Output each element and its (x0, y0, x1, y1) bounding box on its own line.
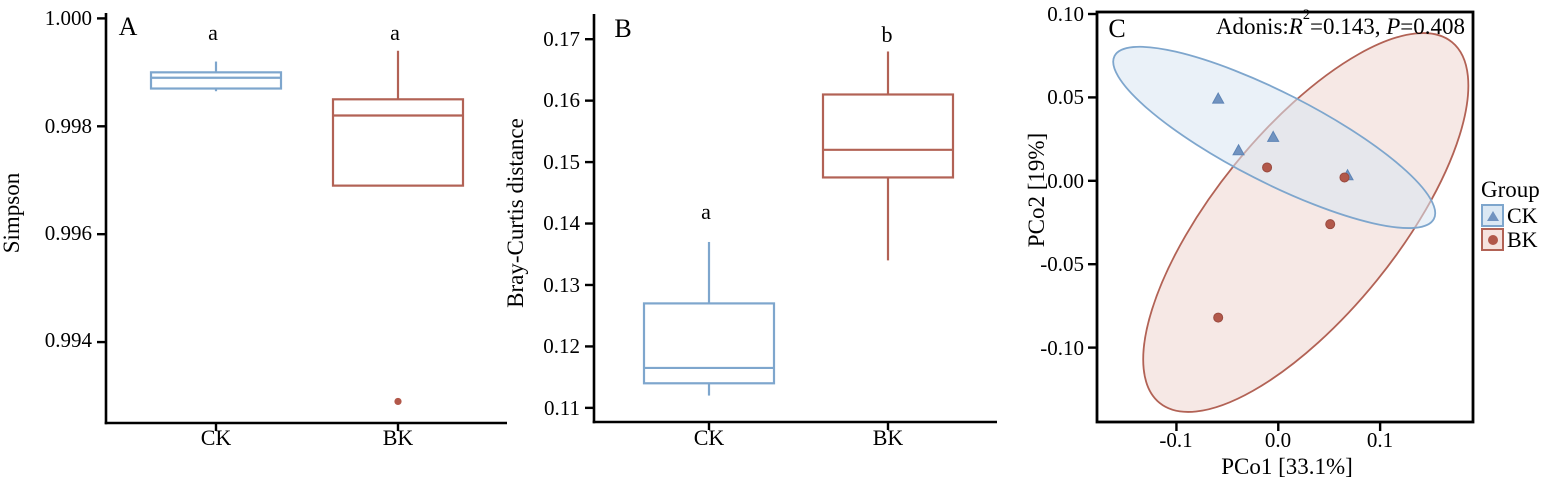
point-bk-0 (1262, 162, 1273, 173)
panel-b-letter: B (614, 14, 632, 43)
panel-c-ytick-label: 0.05 (1047, 85, 1084, 109)
legend-label-ck: CK (1507, 203, 1538, 228)
panel-c-xtick-label: -0.1 (1159, 428, 1193, 452)
adonis-r-symbol: R (1288, 14, 1303, 39)
point-ck-1 (1266, 130, 1280, 142)
panel-c-xtick-label: 0.1 (1366, 428, 1394, 452)
panel-a-bk-outlier-point (394, 397, 402, 406)
legend-title: Group (1481, 177, 1540, 202)
panel-b-ytick-label: 0.12 (543, 334, 580, 358)
panel-b-ytick-label: 0.15 (543, 150, 580, 174)
legend-label-bk: BK (1507, 227, 1538, 252)
legend: Group CK BK (1481, 177, 1540, 251)
panel-a-category-ck: CK (200, 425, 232, 450)
legend-entry-ck: CK (1481, 204, 1540, 227)
panel-b-ytick-label: 0.16 (543, 88, 580, 112)
panel-b-ck-box (642, 302, 776, 385)
adonis-r-exponent: 2 (1302, 6, 1310, 23)
panel-a-ytick-label: 0.996 (44, 221, 92, 245)
legend-key-ck (1481, 204, 1504, 227)
bk-circle-icon (1487, 234, 1498, 245)
panel-a-category-bk: BK (382, 425, 414, 450)
adonis-p-symbol: P (1386, 14, 1401, 39)
panel-c-border (1095, 10, 1475, 424)
panel-b-bk-box (821, 93, 955, 179)
panel-a-ck-box (149, 71, 283, 90)
panel-c-ytick-label: -0.05 (1040, 252, 1084, 276)
point-ck-0 (1211, 92, 1225, 104)
adonis-prefix: Adonis: (1215, 14, 1289, 39)
point-bk-2 (1325, 219, 1336, 230)
panel-b-category-ck: CK (693, 425, 725, 450)
point-ck-2 (1232, 143, 1245, 156)
adonis-annotation: Adonis:R2=0.143, P=0.408 (1215, 8, 1465, 41)
panel-b-ytick-label: 0.14 (543, 211, 580, 235)
panel-b-sig-letter-ck: a (701, 199, 711, 224)
panel-b-ytick-label: 0.11 (544, 396, 580, 420)
panel-a-sig-letter-bk: a (390, 20, 400, 45)
panel-a-letter: A (118, 12, 138, 41)
panel-b-ytick-label: 0.17 (543, 27, 580, 51)
panel-c-ytick-label: 0.10 (1047, 2, 1084, 26)
panel-b-ytick-label: 0.13 (543, 273, 580, 297)
panel-a-bk-box (331, 98, 465, 187)
ck-triangle-icon (1486, 210, 1499, 221)
panel-c-x-axis-label: PCo1 [33.1%] (1221, 454, 1353, 479)
panel-a-sig-letter-ck: a (208, 20, 218, 45)
panel-a-ytick-label: 0.994 (44, 328, 92, 352)
panel-c-letter: C (1108, 14, 1126, 43)
panel-c-xtick-label: 0.0 (1264, 428, 1292, 452)
point-bk-3 (1213, 312, 1224, 323)
legend-key-bk (1481, 228, 1504, 251)
panel-b-sig-letter-bk: b (881, 22, 893, 47)
adonis-p-value: =0.408 (1400, 14, 1465, 39)
legend-entry-bk: BK (1481, 228, 1540, 251)
point-bk-1 (1339, 172, 1350, 183)
panel-a-ytick-label: 1.000 (44, 6, 92, 30)
panel-c-ytick-label: -0.10 (1040, 336, 1084, 360)
adonis-r-value: =0.143, (1309, 14, 1387, 39)
panel-c-ytick-label: 0.00 (1047, 169, 1084, 193)
panel-b-category-bk: BK (872, 425, 904, 450)
panel-a-ytick-label: 0.998 (44, 114, 92, 138)
